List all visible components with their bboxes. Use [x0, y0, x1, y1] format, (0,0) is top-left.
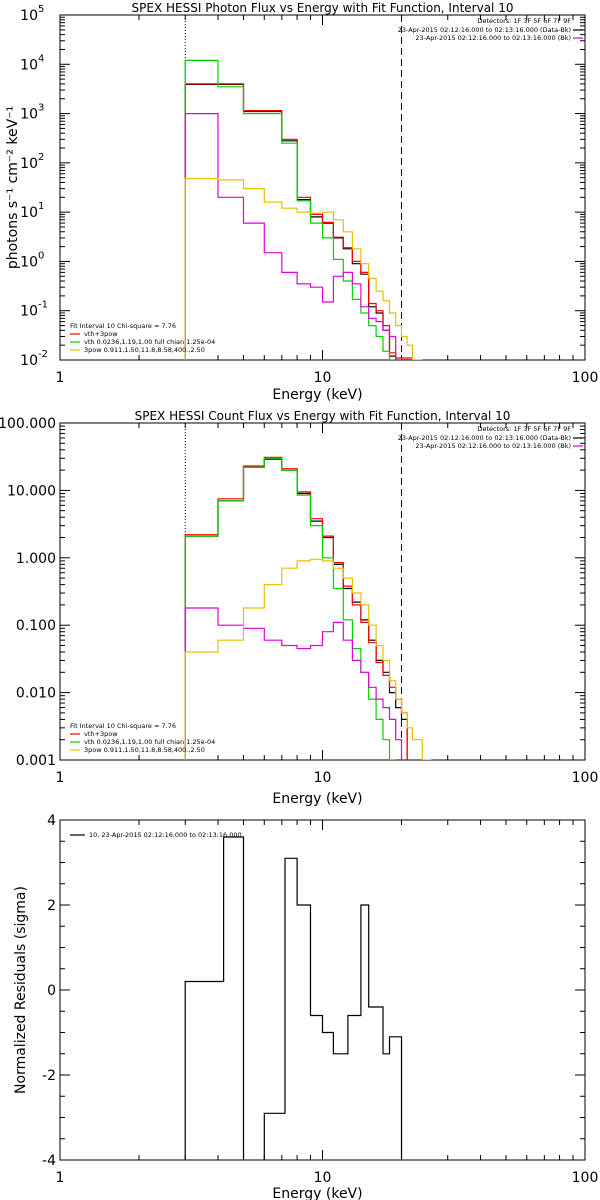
x-tick-label: 1: [56, 370, 65, 386]
x-axis-label: Energy (keV): [272, 387, 362, 403]
y-tick-label-base: 10: [20, 57, 38, 73]
y-tick-label: -2: [42, 1068, 56, 1084]
x-tick-label: 100: [572, 370, 599, 386]
y-tick-label-exponent: 4: [38, 53, 44, 64]
y-tick-label-exponent: 2: [38, 152, 44, 163]
red-series-line: [184, 83, 413, 360]
green-series-line: [184, 59, 402, 360]
chart-title: SPEX HESSI Count Flux vs Energy with Fit…: [135, 409, 511, 423]
y-tick-label: -4: [42, 1153, 56, 1169]
chart-title: SPEX HESSI Photon Flux vs Energy with Fi…: [132, 1, 514, 15]
legend-entry: 23-Apr-2015 02:12:16.000 to 02:13:16.000…: [415, 34, 571, 42]
orange-series-line: [184, 558, 432, 760]
legend-detectors: Detectors: 1F 3F 5F 6F 7F 9F: [477, 425, 571, 433]
x-tick-label: 100: [572, 1170, 599, 1186]
photon-flux-panel: SPEX HESSI Photon Flux vs Energy with Fi…: [5, 1, 598, 403]
y-axis-label: photons s⁻¹ cm⁻² keV⁻¹: [5, 106, 21, 269]
plot-frame: [59, 422, 586, 761]
y-tick-label-base: 10: [20, 107, 38, 123]
x-axis-label: Energy (keV): [272, 1186, 362, 1200]
magenta-series-line: [184, 607, 403, 760]
black-series-line: [184, 836, 403, 1160]
y-tick-label: 100.000: [0, 416, 56, 432]
y-tick-label-exponent: -1: [38, 300, 48, 311]
y-tick-label-exponent: 0: [38, 250, 44, 261]
x-tick-label: 1: [56, 770, 65, 786]
y-tick-label-base: 10: [20, 205, 38, 221]
y-tick-label-base: 10: [20, 353, 38, 369]
x-tick-label: 100: [572, 770, 599, 786]
y-tick-label-exponent: -2: [38, 349, 48, 360]
x-tick-label: 10: [314, 770, 332, 786]
legend-entry: vth 0.0236,1.19,1.00 full chian 1.25e-04: [84, 338, 215, 346]
x-tick-label: 10: [314, 1170, 332, 1186]
legend-entry: vth+3pow: [84, 330, 118, 338]
y-tick-label-base: 10: [20, 254, 38, 270]
legend-entry: 23-Apr-2015 02:12:16.000 to 02:13:16.000…: [398, 26, 571, 34]
legend-entry: 3pow 0.911,1.50,11.8,8.58,400.,2.50: [84, 346, 205, 354]
y-tick-label-base: 10: [20, 304, 38, 320]
y-tick-label: 0.010: [16, 686, 56, 702]
x-tick-label: 10: [314, 370, 332, 386]
y-tick-label: 4: [47, 813, 56, 829]
y-tick-label: 2: [47, 898, 56, 914]
legend-fit-header: Fit Interval 10 Chi-square = 7.76: [70, 722, 176, 730]
orange-series-line: [184, 178, 423, 360]
legend-detectors: Detectors: 1F 3F 5F 6F 7F 9F: [477, 17, 571, 25]
legend-entry: 10, 23-Apr-2015 02:12:16.000 to 02:13:16…: [89, 831, 242, 839]
legend-entry: 23-Apr-2015 02:12:16.000 to 02:13:16.000…: [415, 442, 571, 450]
legend-entry: 3pow 0.911,1.50,11.8,8.58,400.,2.50: [84, 746, 205, 754]
legend-fit-header: Fit Interval 10 Chi-square = 7.76: [70, 322, 176, 330]
x-axis-label: Energy (keV): [272, 791, 362, 807]
count-flux-panel: SPEX HESSI Count Flux vs Energy with Fit…: [0, 409, 598, 807]
y-axis-label: Normalized Residuals (sigma): [13, 886, 29, 1094]
magenta-series-line: [184, 113, 402, 360]
legend-entry: vth 0.0236,1.19,1.00 full chian 1.25e-04: [84, 738, 215, 746]
y-tick-label: 0.100: [16, 618, 56, 634]
legend-entry: 23-Apr-2015 02:12:16.000 to 02:13:16.000…: [398, 434, 571, 442]
y-tick-label: 0.001: [16, 753, 56, 769]
plot-frame: [59, 819, 586, 1161]
legend-entry: vth+3pow: [84, 730, 118, 738]
y-tick-label: 1.000: [16, 551, 56, 567]
x-tick-label: 1: [56, 1170, 65, 1186]
y-tick-label: 0: [47, 983, 56, 999]
y-tick-label-exponent: 1: [38, 201, 44, 212]
plot-frame: [59, 14, 586, 361]
black-series-line: [184, 83, 413, 360]
y-tick-label-base: 10: [20, 156, 38, 172]
y-tick-label-exponent: 5: [38, 4, 44, 15]
y-tick-label-base: 10: [20, 8, 38, 24]
y-tick-label-exponent: 3: [38, 103, 44, 114]
green-series-line: [184, 457, 396, 760]
y-tick-label: 10.000: [7, 483, 56, 499]
residuals-panel: 1 10 100 Energy (keV) -4 -2 0 2 4 Normalized Resi…: [13, 813, 598, 1200]
